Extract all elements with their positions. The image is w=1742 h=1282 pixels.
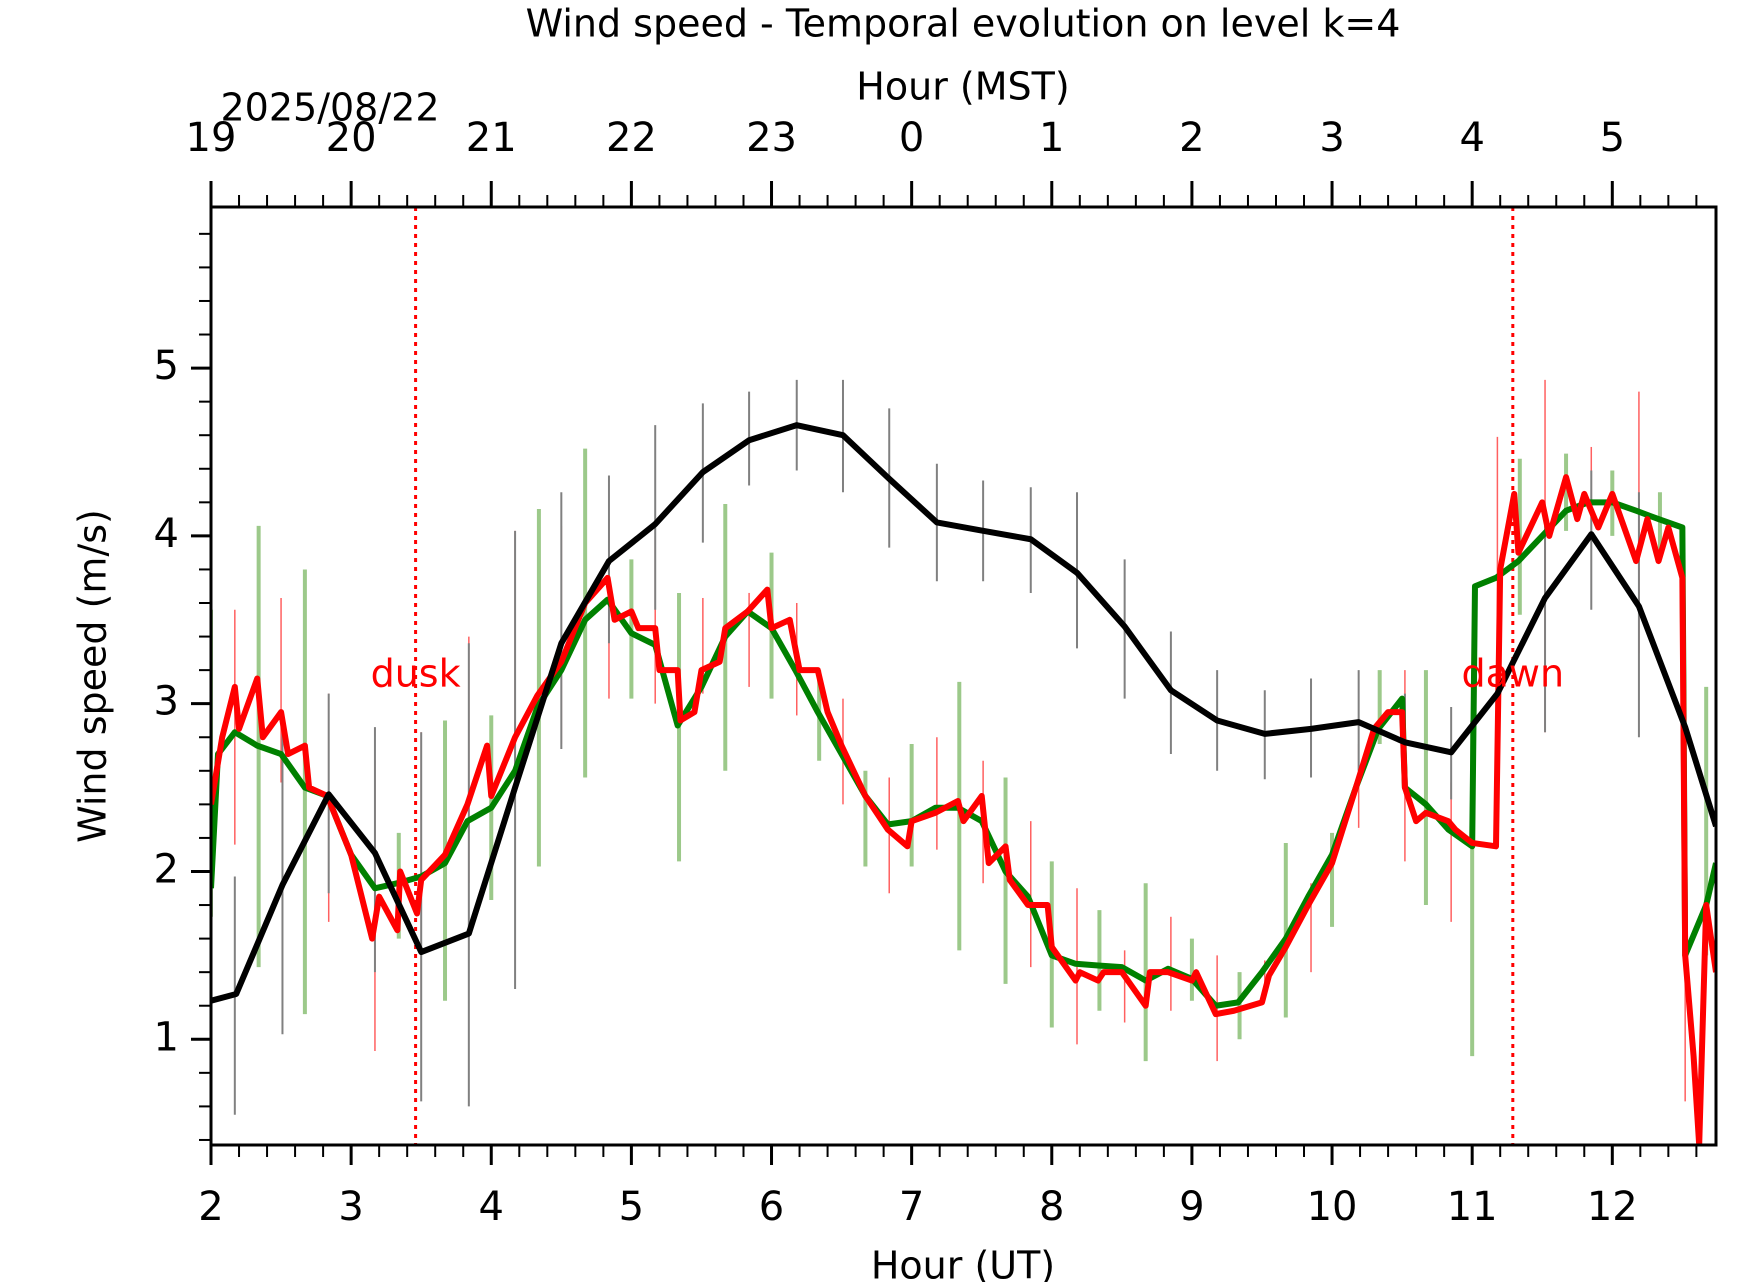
series-line	[211, 499, 1716, 1009]
reference-label: dawn	[1462, 652, 1565, 696]
x-tick-label: 5	[619, 1184, 644, 1230]
x2-axis-label: Hour (MST)	[856, 65, 1069, 109]
x-tick-label: 9	[1179, 1184, 1204, 1230]
x-axis-label: Hour (UT)	[871, 1244, 1055, 1282]
y-tick-label: 2	[154, 846, 179, 892]
y-tick-label: 3	[154, 679, 179, 725]
x-tick-label: 4	[479, 1184, 504, 1230]
x-tick-label: 2	[198, 1184, 223, 1230]
x-tick-label: 8	[1039, 1184, 1064, 1230]
x2-tick-label: 4	[1459, 115, 1484, 161]
x2-tick-label: 22	[606, 115, 657, 161]
plot-area	[211, 207, 1716, 1145]
x-tick-label: 10	[1307, 1184, 1358, 1230]
x2-tick-label: 20	[326, 115, 377, 161]
date-label: 2025/08/22	[220, 86, 439, 130]
plot-frame	[209, 205, 1718, 1147]
x-tick-label: 7	[899, 1184, 924, 1230]
x2-tick-label: 0	[899, 115, 924, 161]
x2-tick-label: 23	[746, 115, 797, 161]
x-tick-label: 6	[759, 1184, 784, 1230]
chart-title: Wind speed - Temporal evolution on level…	[526, 2, 1401, 46]
y-axis-label: Wind speed (m/s)	[71, 509, 115, 843]
series-line	[211, 474, 1716, 1145]
x2-tick-label: 19	[186, 115, 237, 161]
y-tick-label: 1	[154, 1014, 179, 1060]
series-line	[211, 422, 1716, 1004]
reference-label: dusk	[371, 652, 461, 696]
x2-tick-label: 2	[1179, 115, 1204, 161]
x2-tick-label: 3	[1319, 115, 1344, 161]
x-tick-label: 11	[1447, 1184, 1498, 1230]
x-tick-label: 12	[1587, 1184, 1638, 1230]
y-tick-label: 4	[154, 511, 179, 557]
x2-tick-label: 5	[1600, 115, 1625, 161]
x-tick-label: 3	[338, 1184, 363, 1230]
y-tick-label: 5	[154, 343, 179, 389]
x2-tick-label: 1	[1039, 115, 1064, 161]
x2-tick-label: 21	[466, 115, 517, 161]
